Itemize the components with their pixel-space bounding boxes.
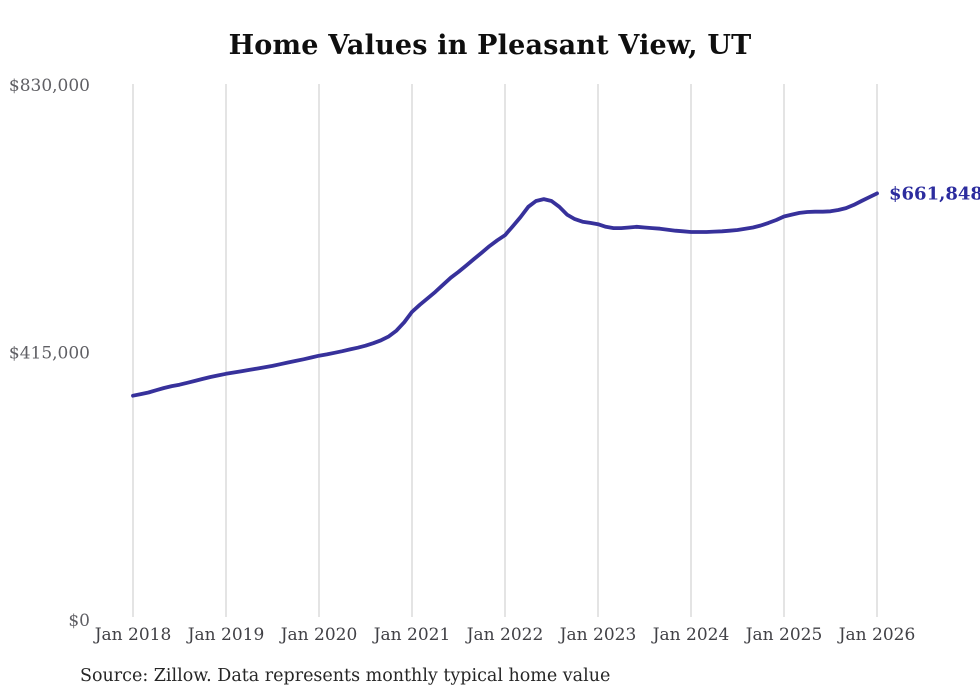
x-axis-tick-label: Jan 2022 (465, 625, 544, 645)
home-value-line (131, 191, 879, 398)
x-axis-tick-label: Jan 2020 (279, 625, 358, 645)
chart-title: Home Values in Pleasant View, UT (228, 30, 752, 61)
source-note: Source: Zillow. Data represents monthly … (80, 666, 611, 686)
y-axis-tick-label: $830,000 (9, 76, 90, 96)
x-axis-tick-label: Jan 2018 (93, 625, 172, 645)
x-axis-tick-label: Jan 2019 (186, 625, 265, 645)
x-axis-tick-label: Jan 2025 (744, 625, 823, 645)
latest-value-label: $661,848 (889, 183, 980, 204)
y-axis-tick-label: $0 (68, 611, 90, 631)
x-axis-tick-label: Jan 2023 (558, 625, 637, 645)
x-axis-tick-label: Jan 2024 (651, 625, 730, 645)
x-axis-tick-label: Jan 2026 (837, 625, 916, 645)
y-axis-tick-label: $415,000 (9, 344, 90, 364)
x-axis-tick-label: Jan 2021 (372, 625, 451, 645)
